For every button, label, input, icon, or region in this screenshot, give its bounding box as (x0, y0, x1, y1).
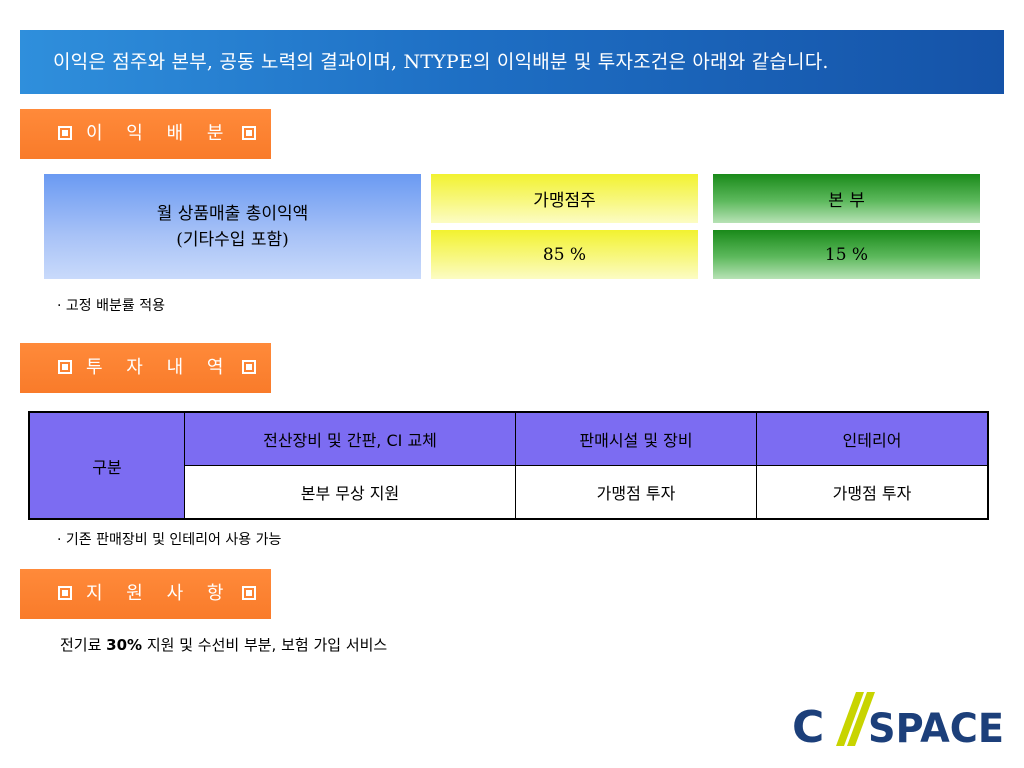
section-title: 투 자 내 역 (86, 357, 233, 378)
cspace-logo: C SPACE (792, 692, 1004, 750)
value-interior: 가맹점 투자 (756, 465, 989, 520)
column-header-interior: 인테리어 (756, 411, 989, 466)
investment-note: · 기존 판매장비 및 인테리어 사용 가능 (57, 532, 282, 548)
franchisee-header: 가맹점주 (533, 191, 596, 211)
value-it-signage: 본부 무상 지원 (184, 465, 516, 520)
square-icon (58, 586, 72, 600)
franchisee-share: 85 % (542, 244, 587, 265)
square-icon (242, 360, 257, 374)
logo-text-c: C (792, 702, 824, 750)
square-icon (58, 126, 72, 140)
row-header-cell: 구분 (28, 411, 185, 520)
hq-header: 본 부 (828, 191, 865, 211)
logo-text-space: SPACE (868, 706, 1004, 750)
header-banner: 이익은 점주와 본부, 공동 노력의 결과이며, NTYPE의 이익배분 및 투… (20, 30, 1004, 94)
franchisee-header-cell: 가맹점주 (431, 174, 698, 223)
section-investment: 투 자 내 역 (20, 343, 271, 393)
support-prefix: 전기료 (60, 636, 107, 654)
column-header-sales-equipment: 판매시설 및 장비 (515, 411, 757, 466)
section-support: 지 원 사 항 (20, 569, 271, 619)
profit-basis-cell: 월 상품매출 총이익액 (기타수입 포함) (44, 174, 421, 279)
profit-basis-line2: (기타수입 포함) (176, 229, 289, 250)
square-icon (242, 126, 257, 140)
profit-basis-line1: 월 상품매출 총이익액 (156, 203, 309, 224)
hq-header-cell: 본 부 (713, 174, 980, 223)
franchisee-share-cell: 85 % (431, 230, 698, 279)
value-sales-equipment: 가맹점 투자 (515, 465, 757, 520)
support-suffix: 지원 및 수선비 부분, 보험 가입 서비스 (142, 636, 388, 654)
column-header-it-signage: 전산장비 및 간판, CI 교체 (184, 411, 516, 466)
investment-table: 구분 전산장비 및 간판, CI 교체 판매시설 및 장비 인테리어 본부 무상… (28, 411, 989, 520)
table-row: 본부 무상 지원 가맹점 투자 가맹점 투자 (29, 465, 989, 520)
section-title: 지 원 사 항 (86, 583, 233, 604)
section-title: 이 익 배 분 (86, 123, 233, 144)
banner-text: 이익은 점주와 본부, 공동 노력의 결과이며, NTYPE의 이익배분 및 투… (53, 51, 829, 73)
hq-share: 15 % (824, 244, 869, 265)
support-description: 전기료 30% 지원 및 수선비 부분, 보험 가입 서비스 (60, 634, 387, 655)
logo-slash-right (847, 692, 875, 746)
table-row: 구분 전산장비 및 간판, CI 교체 판매시설 및 장비 인테리어 (28, 411, 989, 520)
logo-slash-left (836, 692, 864, 746)
profit-note: · 고정 배분률 적용 (57, 298, 165, 314)
hq-share-cell: 15 % (713, 230, 980, 279)
section-profit-distribution: 이 익 배 분 (20, 109, 271, 159)
support-percent: 30% (106, 636, 143, 654)
square-icon (58, 360, 72, 374)
square-icon (242, 586, 257, 600)
